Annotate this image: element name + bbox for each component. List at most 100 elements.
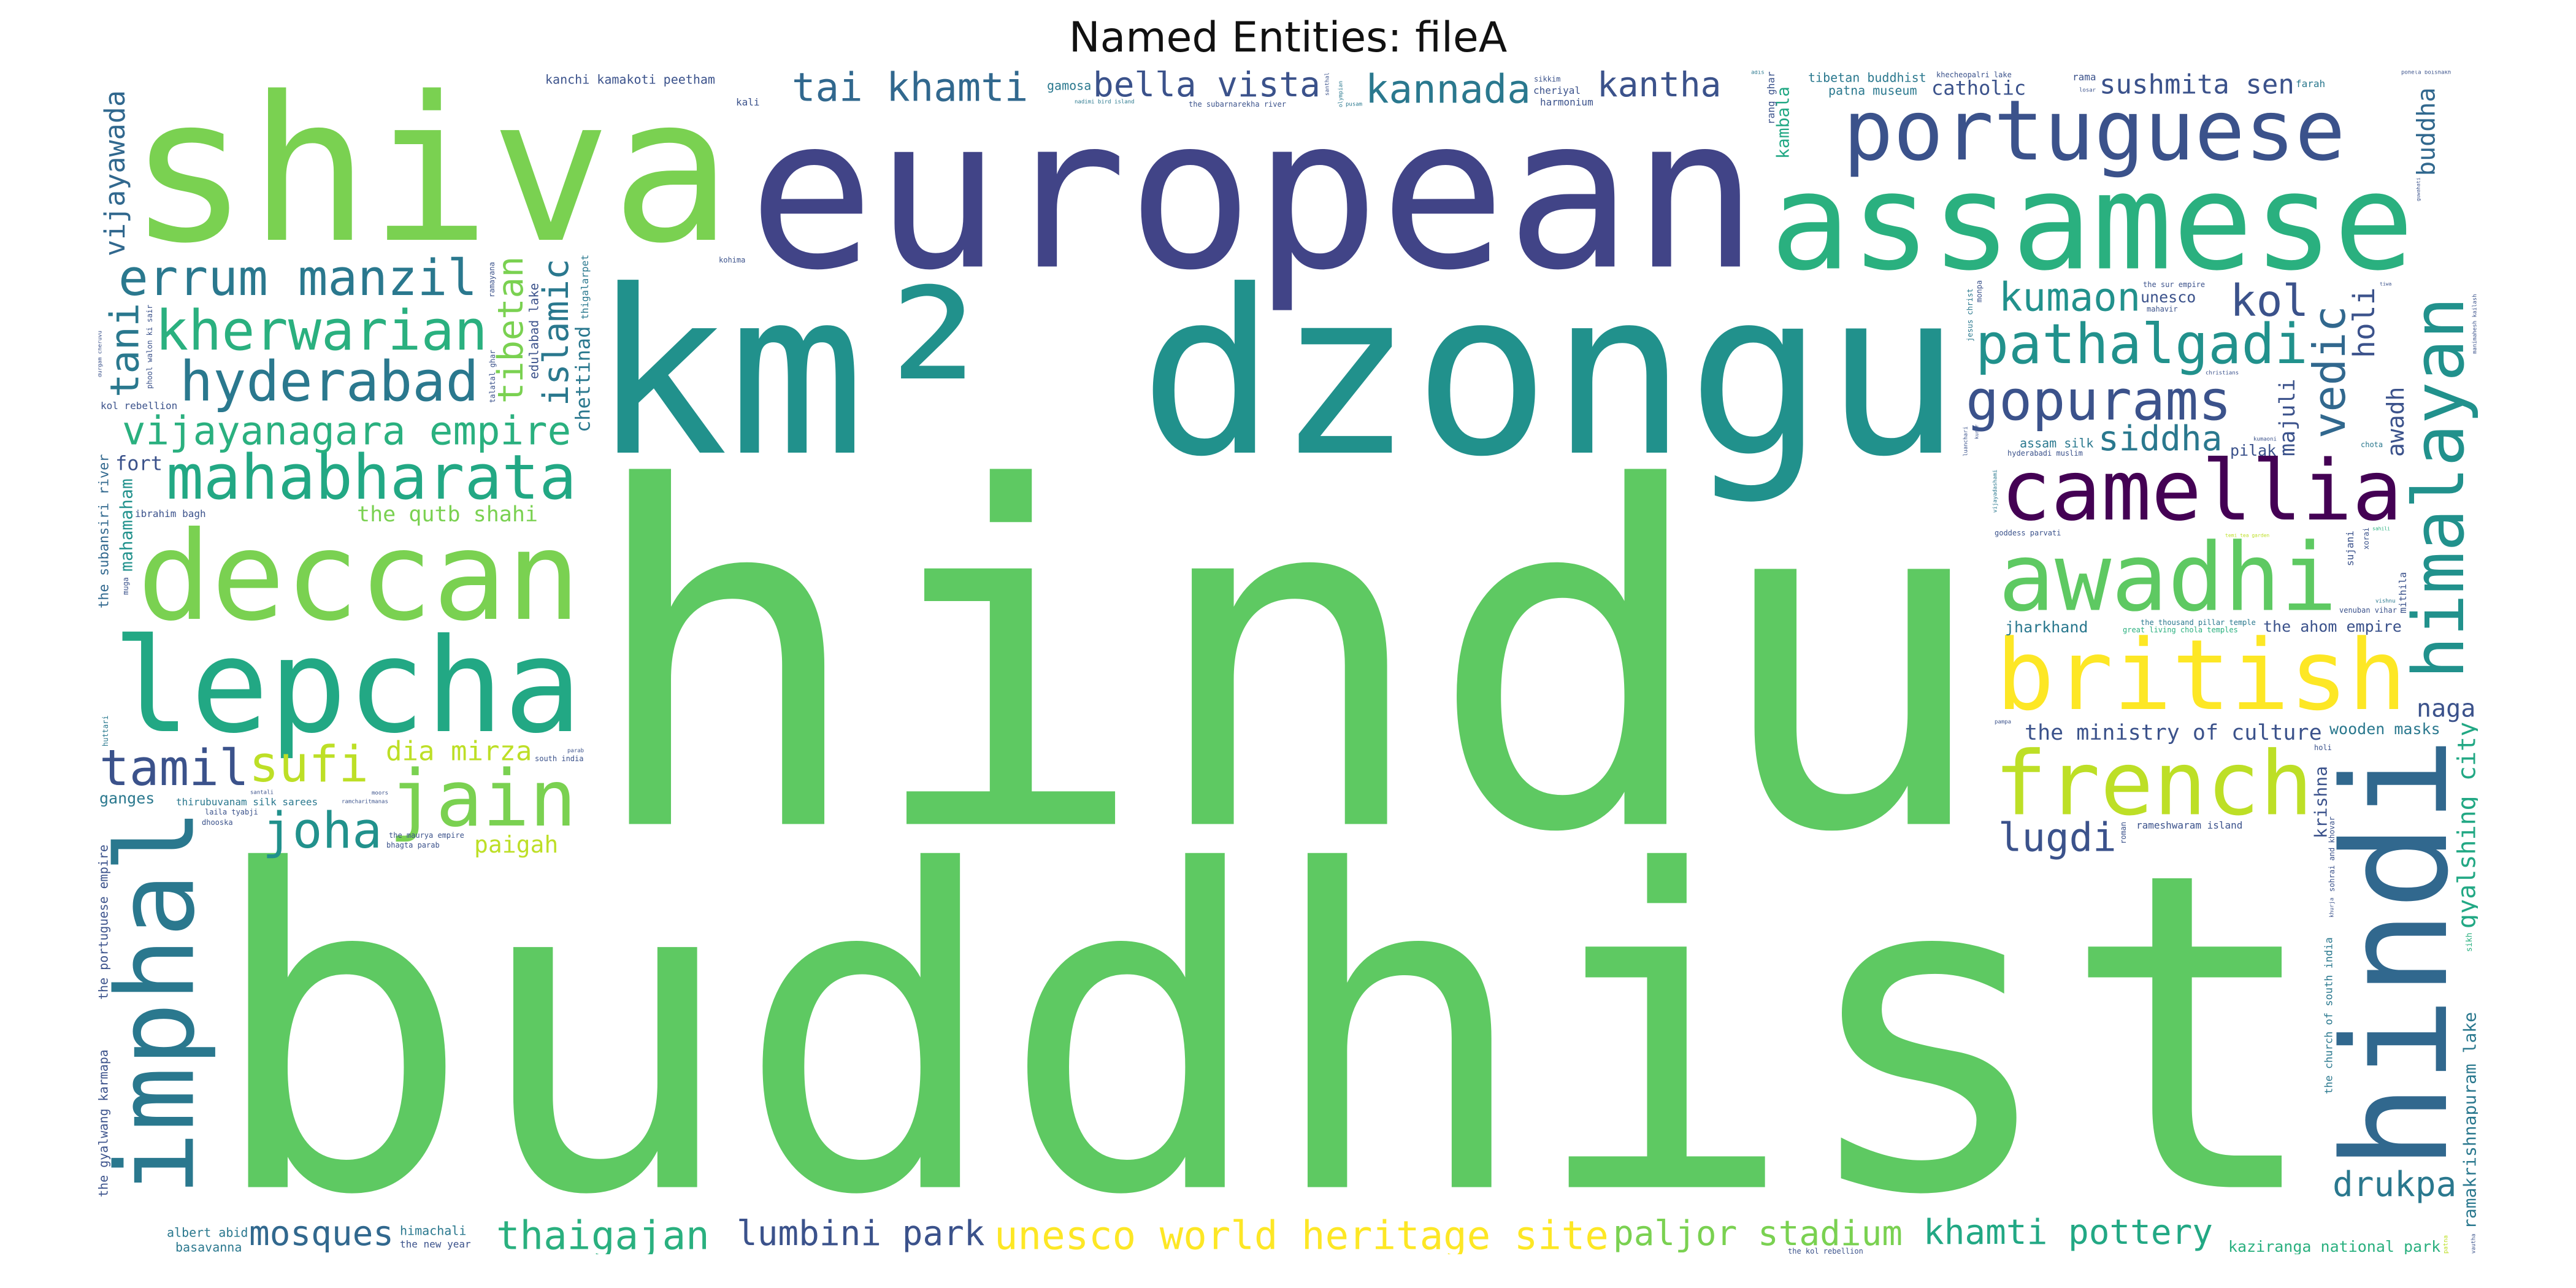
- word-sushmita-sen: sushmita sen: [2099, 71, 2294, 101]
- word-paljor-stadium: paljor stadium: [1613, 1214, 1903, 1254]
- word-holi: holi: [2314, 743, 2332, 752]
- word-phool-walon-ki-sair: phool walon ki sair: [145, 304, 154, 389]
- word-vedic: vedic: [2304, 305, 2355, 439]
- word-xorai: xorai: [2362, 527, 2371, 550]
- word-jain: jain: [389, 753, 577, 844]
- word-rama: rama: [2072, 71, 2096, 83]
- word-basavanna: basavanna: [175, 1240, 242, 1254]
- word-durgam-cheruvu: durgam cheruvu: [98, 331, 104, 377]
- word-fort: fort: [115, 451, 163, 475]
- word-olympian: olympian: [1338, 80, 1344, 107]
- word-mahamaham: mahamaham: [116, 478, 137, 572]
- word-temi-tea-garden: temi tea garden: [2225, 532, 2270, 539]
- word-kumaoni: kumaoni: [2253, 436, 2277, 443]
- word-adis: adis: [1751, 71, 1765, 76]
- word-holi: holi: [2347, 287, 2382, 358]
- word-shiva: shiva: [128, 71, 732, 288]
- word-assam-silk: assam silk: [2020, 435, 2094, 451]
- word-albert-abid: albert abid: [167, 1225, 248, 1240]
- word-khecheopalri-lake: khecheopalri lake: [1936, 71, 2012, 79]
- word-naga: naga: [2417, 694, 2476, 723]
- word-sikkim: sikkim: [1534, 75, 1561, 83]
- word-lumbini-park: lumbini park: [737, 1214, 985, 1254]
- word-kali: kali: [736, 96, 760, 108]
- word-laila-tyabji: laila tyabji: [205, 808, 258, 816]
- word-sufi: sufi: [249, 736, 369, 794]
- word-edulabad-lake: edulabad lake: [526, 283, 542, 379]
- word-pilak: pilak: [2230, 442, 2277, 459]
- word-buddhist: buddhist: [207, 779, 2325, 1255]
- word-hindi: hindi: [2313, 736, 2478, 1170]
- word-pathalgadi: pathalgadi: [1976, 312, 2308, 377]
- word-deccan: deccan: [137, 505, 581, 648]
- word-kol: kol: [2230, 275, 2309, 326]
- word-mahabharata: mahabharata: [166, 441, 577, 513]
- word-portuguese: portuguese: [1843, 83, 2345, 180]
- word-vijayawada: vijayawada: [99, 90, 131, 256]
- word-south-india: south india: [535, 754, 584, 763]
- word-gamosa: gamosa: [1047, 78, 1092, 93]
- word-awadh: awadh: [2382, 386, 2409, 457]
- word-the-new-year: the new year: [400, 1238, 471, 1250]
- word-siddha: siddha: [2098, 419, 2223, 459]
- word-sikh: sikh: [2465, 932, 2474, 952]
- word-tamil: tamil: [99, 740, 249, 797]
- word-the-gyalwang-karmapa: the gyalwang karmapa: [98, 1049, 111, 1197]
- word-tai-khamti: tai khamti: [792, 71, 1029, 111]
- word-mosques: mosques: [249, 1214, 394, 1254]
- word-dhooska: dhooska: [202, 818, 233, 827]
- word-unesco: unesco: [2141, 288, 2196, 306]
- word-sahili: sahili: [2372, 526, 2390, 532]
- word-awadhi: awadhi: [1998, 523, 2337, 633]
- word-mahavir: mahavir: [2147, 305, 2178, 313]
- word-the-ministry-of-culture: the ministry of culture: [2025, 721, 2322, 745]
- word-ramakrishnapuram-lake: ramakrishnapuram lake: [2459, 1011, 2478, 1229]
- word-sohrai-and-khovar: sohrai and khovar: [2328, 816, 2336, 892]
- word-pusam: pusam: [1346, 101, 1363, 108]
- word-ganges: ganges: [99, 789, 155, 807]
- word-drukpa: drukpa: [2333, 1165, 2457, 1205]
- word-goddess-parvati: goddess parvati: [1995, 529, 2061, 537]
- word-thigalarpet: thigalarpet: [579, 255, 591, 320]
- word-huttari: huttari: [101, 715, 110, 746]
- word-chettinad: chettinad: [571, 326, 595, 432]
- word-imphal: imphal: [98, 808, 219, 1196]
- word-lepcha: lepcha: [112, 610, 582, 762]
- word-kurur: kurur: [1974, 424, 1980, 439]
- word-hindu: hindu: [585, 390, 1991, 935]
- word-the-ahom-empire: the ahom empire: [2263, 618, 2402, 635]
- word-the-qutb-shahi: the qutb shahi: [357, 502, 539, 527]
- word-kannada: kannada: [1365, 71, 1531, 113]
- word-jharkhand: jharkhand: [2005, 618, 2088, 636]
- word-cheriyal: cheriyal: [1533, 85, 1581, 96]
- word-talatal-ghar: talatal ghar: [488, 350, 497, 403]
- word-assamese: assamese: [1770, 145, 2414, 301]
- word-gyalshing-city: gyalshing city: [2453, 721, 2478, 929]
- word-rang-ghar: rang ghar: [1765, 71, 1777, 125]
- word-khamti-pottery: khamti pottery: [1923, 1213, 2214, 1252]
- word-thai: thai: [496, 1213, 591, 1255]
- word-the-portuguese-empire: the portuguese empire: [98, 845, 111, 1000]
- word-the-subansiri-river: the subansiri river: [98, 454, 112, 608]
- word-vishnu: vishnu: [2375, 598, 2396, 605]
- word-km-dzongu: km² dzongu: [591, 242, 1961, 507]
- word-tibetan-buddhist: tibetan buddhist: [1808, 71, 1926, 85]
- word-buddha: buddha: [2412, 87, 2441, 177]
- word-hyderabad: hyderabad: [180, 350, 479, 414]
- word-ibrahim-bagh: ibrahim bagh: [135, 508, 206, 519]
- word-manimahesh-kailash: manimahesh kailash: [2472, 294, 2478, 354]
- word-mithila: mithila: [2397, 572, 2409, 613]
- word-ramayana: ramayana: [488, 262, 496, 297]
- word-kol-rebellion: kol rebellion: [101, 400, 178, 412]
- word-patna: patna: [2442, 1235, 2450, 1254]
- word-camellia: camellia: [2001, 443, 2403, 540]
- word-great-living-chola-temples: great living chola temples: [2123, 626, 2238, 634]
- word-paigah: paigah: [474, 831, 559, 858]
- word-british: british: [1996, 619, 2407, 732]
- word-santali: santali: [250, 789, 274, 796]
- word-pohela-boishakh: pohela boishakh: [2401, 71, 2451, 76]
- word-christians: christians: [2206, 370, 2239, 377]
- word-sujani: sujani: [2344, 531, 2356, 566]
- word-errum-manzil: errum manzil: [118, 250, 478, 307]
- word-rameshwaram-island: rameshwaram island: [2136, 819, 2243, 831]
